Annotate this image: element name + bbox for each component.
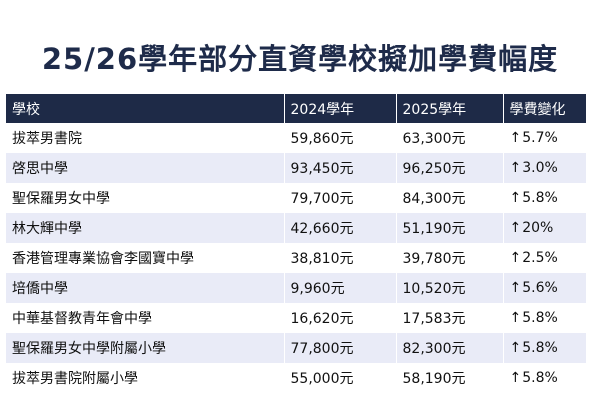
cell-school: 拔萃男書院附屬小學	[6, 363, 284, 393]
cell-2025: 63,300元	[395, 123, 503, 153]
cell-2024: 93,450元	[283, 153, 396, 183]
change-value: 2.5%	[522, 250, 558, 266]
cell-2025: 82,300元	[395, 333, 503, 363]
cell-2025: 17,583元	[395, 303, 503, 333]
cell-2024: 9,960元	[283, 273, 396, 303]
up-arrow-icon: ↑	[509, 160, 522, 176]
cell-2024: 16,620元	[283, 303, 396, 333]
cell-school: 香港管理專業協會李國寶中學	[6, 243, 284, 273]
table-header: 學校 2024學年 2025學年 學費變化	[6, 94, 586, 123]
cell-school: 拔萃男書院	[6, 123, 284, 153]
cell-2025: 51,190元	[395, 213, 503, 243]
cell-change: ↑5.8%	[502, 183, 586, 213]
cell-2025: 58,190元	[395, 363, 503, 393]
cell-change: ↑3.0%	[502, 153, 586, 183]
cell-school: 林大輝中學	[6, 213, 284, 243]
cell-school: 聖保羅男女中學	[6, 183, 284, 213]
cell-change: ↑5.7%	[502, 123, 586, 153]
change-value: 5.7%	[522, 130, 558, 146]
cell-school: 培僑中學	[6, 273, 284, 303]
change-value: 3.0%	[522, 160, 558, 176]
cell-change: ↑20%	[502, 213, 586, 243]
table-row: 拔萃男書院附屬小學 55,000元 58,190元 ↑5.8%	[6, 363, 586, 393]
up-arrow-icon: ↑	[509, 370, 522, 386]
cell-2025: 96,250元	[395, 153, 503, 183]
up-arrow-icon: ↑	[509, 310, 522, 326]
change-value: 5.8%	[522, 370, 558, 386]
page-title: 25/26學年部分直資學校擬加學費幅度	[41, 42, 559, 76]
table-row: 中華基督教青年會中學 16,620元 17,583元 ↑5.8%	[6, 303, 586, 333]
header-2025: 2025學年	[395, 94, 503, 123]
up-arrow-icon: ↑	[509, 130, 522, 146]
up-arrow-icon: ↑	[509, 250, 522, 266]
cell-2024: 42,660元	[283, 213, 396, 243]
header-change: 學費變化	[502, 94, 586, 123]
table-row: 培僑中學 9,960元 10,520元 ↑5.6%	[6, 273, 586, 303]
change-value: 5.8%	[522, 190, 558, 206]
cell-change: ↑2.5%	[502, 243, 586, 273]
cell-change: ↑5.6%	[502, 273, 586, 303]
cell-2024: 55,000元	[283, 363, 396, 393]
cell-change: ↑5.8%	[502, 333, 586, 363]
table-row: 拔萃男書院 59,860元 63,300元 ↑5.7%	[6, 123, 586, 153]
cell-school: 中華基督教青年會中學	[6, 303, 284, 333]
change-value: 20%	[522, 220, 554, 236]
cell-2025: 10,520元	[395, 273, 503, 303]
cell-2024: 77,800元	[283, 333, 396, 363]
table-row: 啓思中學 93,450元 96,250元 ↑3.0%	[6, 153, 586, 183]
table-row: 聖保羅男女中學附屬小學 77,800元 82,300元 ↑5.8%	[6, 333, 586, 363]
tuition-table: 學校 2024學年 2025學年 學費變化 拔萃男書院 59,860元 63,3…	[6, 94, 586, 393]
cell-change: ↑5.8%	[502, 303, 586, 333]
change-value: 5.8%	[522, 310, 558, 326]
up-arrow-icon: ↑	[509, 280, 522, 296]
up-arrow-icon: ↑	[509, 190, 522, 206]
up-arrow-icon: ↑	[509, 220, 522, 236]
cell-2024: 59,860元	[283, 123, 396, 153]
tuition-table-container: 學校 2024學年 2025學年 學費變化 拔萃男書院 59,860元 63,3…	[6, 94, 586, 393]
change-value: 5.6%	[522, 280, 558, 296]
header-row: 學校 2024學年 2025學年 學費變化	[6, 94, 586, 123]
cell-school: 聖保羅男女中學附屬小學	[6, 333, 284, 363]
cell-2024: 79,700元	[283, 183, 396, 213]
change-value: 5.8%	[522, 340, 558, 356]
table-row: 香港管理專業協會李國寶中學 38,810元 39,780元 ↑2.5%	[6, 243, 586, 273]
cell-change: ↑5.8%	[502, 363, 586, 393]
table-row: 林大輝中學 42,660元 51,190元 ↑20%	[6, 213, 586, 243]
cell-school: 啓思中學	[6, 153, 284, 183]
table-row: 聖保羅男女中學 79,700元 84,300元 ↑5.8%	[6, 183, 586, 213]
cell-2025: 39,780元	[395, 243, 503, 273]
cell-2025: 84,300元	[395, 183, 503, 213]
table-body: 拔萃男書院 59,860元 63,300元 ↑5.7% 啓思中學 93,450元…	[6, 123, 586, 393]
header-2024: 2024學年	[283, 94, 396, 123]
header-school: 學校	[6, 94, 284, 123]
cell-2024: 38,810元	[283, 243, 396, 273]
up-arrow-icon: ↑	[509, 340, 522, 356]
